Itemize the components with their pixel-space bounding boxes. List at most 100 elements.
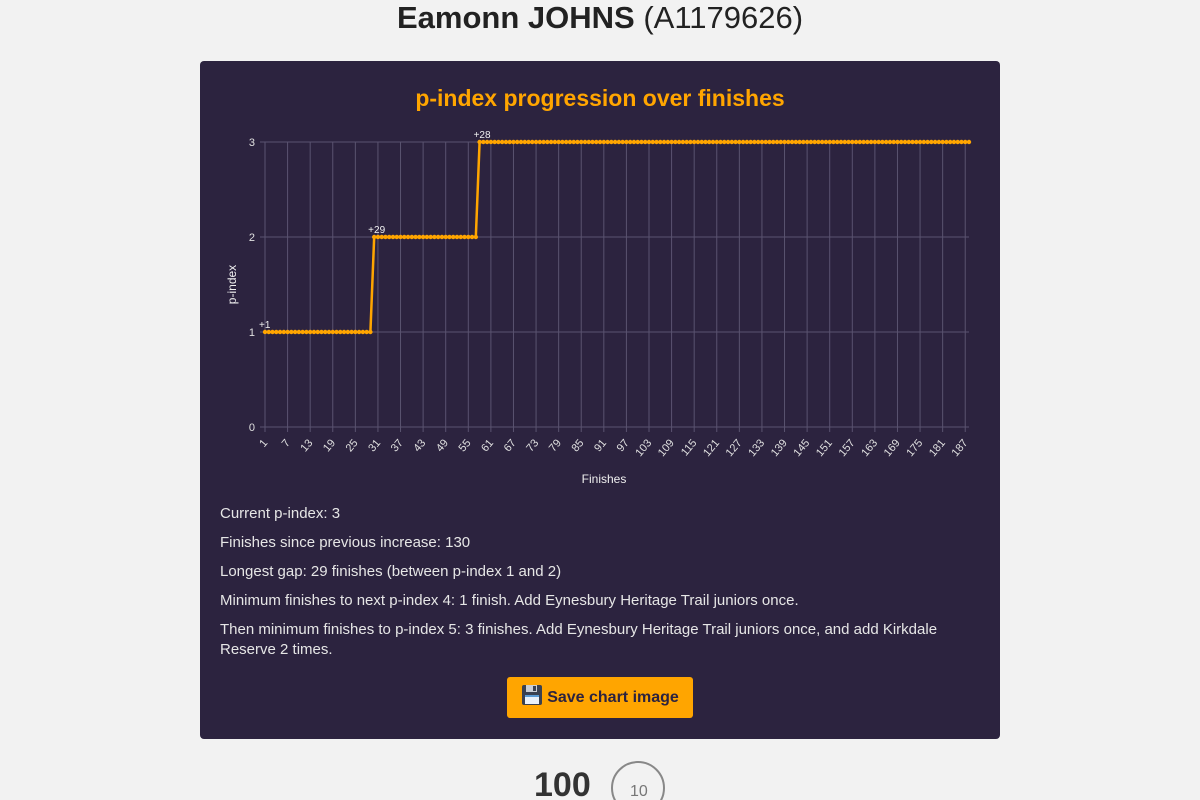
data-point bbox=[274, 329, 279, 335]
data-point bbox=[394, 234, 399, 240]
save-chart-label: Save chart image bbox=[547, 688, 679, 706]
data-point bbox=[744, 139, 750, 145]
x-tick-label: 169 bbox=[882, 437, 903, 459]
y-tick-label: 1 bbox=[249, 327, 255, 339]
data-point bbox=[838, 139, 844, 145]
data-point bbox=[887, 139, 893, 145]
data-point bbox=[819, 139, 825, 145]
data-point bbox=[590, 139, 595, 145]
data-point bbox=[390, 234, 396, 240]
data-point bbox=[586, 139, 591, 145]
data-point bbox=[424, 234, 430, 240]
data-point bbox=[842, 139, 847, 145]
data-point bbox=[300, 329, 305, 335]
x-tick-label: 37 bbox=[389, 437, 406, 454]
chart-card: p-index progression over finishes 1 7 13 19… bbox=[200, 61, 1000, 739]
x-tick-label: 145 bbox=[791, 437, 812, 459]
data-point bbox=[420, 234, 426, 240]
data-point bbox=[296, 329, 302, 335]
data-point bbox=[402, 234, 407, 240]
data-point bbox=[319, 329, 324, 335]
data-point bbox=[846, 139, 851, 145]
data-point bbox=[499, 139, 505, 145]
data-point bbox=[857, 139, 863, 145]
y-tick-label: 3 bbox=[249, 137, 255, 149]
y-tick-label: 2 bbox=[249, 232, 255, 244]
save-chart-button[interactable]: Save chart image bbox=[507, 677, 693, 718]
data-point bbox=[428, 234, 433, 240]
data-point bbox=[526, 139, 531, 145]
data-point bbox=[797, 139, 802, 145]
data-point bbox=[364, 329, 369, 335]
athlete-id: (A1179626) bbox=[643, 0, 804, 35]
svg-text:10: 10 bbox=[630, 783, 648, 800]
data-point bbox=[786, 139, 791, 145]
data-point bbox=[594, 139, 599, 145]
data-point bbox=[292, 329, 298, 335]
data-point bbox=[375, 234, 381, 240]
x-tick-label: 73 bbox=[524, 437, 541, 454]
x-tick-label: 151 bbox=[814, 437, 835, 459]
x-tick-label: 25 bbox=[344, 437, 361, 454]
data-point bbox=[778, 139, 783, 145]
data-point bbox=[827, 139, 832, 145]
data-point bbox=[579, 139, 584, 145]
x-tick-label: 91 bbox=[592, 437, 609, 454]
data-point bbox=[285, 329, 290, 335]
data-point bbox=[963, 139, 968, 145]
data-point bbox=[631, 139, 637, 145]
milestone-100-badge: 100 bbox=[534, 766, 591, 800]
data-point bbox=[582, 139, 588, 145]
data-point bbox=[665, 139, 671, 145]
milestone-10-badge: 10 bbox=[611, 761, 665, 800]
x-tick-label: 133 bbox=[746, 437, 767, 459]
data-point bbox=[774, 139, 780, 145]
data-point bbox=[548, 139, 554, 145]
data-point bbox=[703, 139, 708, 145]
data-point bbox=[966, 139, 972, 145]
y-axis-label: p-index bbox=[225, 265, 239, 304]
data-point bbox=[763, 139, 768, 145]
data-point bbox=[552, 139, 558, 145]
data-point bbox=[338, 329, 343, 335]
data-point bbox=[349, 329, 354, 335]
x-tick-label: 13 bbox=[298, 437, 315, 454]
data-point bbox=[481, 139, 486, 145]
data-point bbox=[929, 139, 934, 145]
x-tick-label: 79 bbox=[547, 437, 564, 454]
data-point bbox=[793, 139, 799, 145]
data-point bbox=[808, 139, 814, 145]
data-point bbox=[940, 139, 945, 145]
athlete-name: Eamonn JOHNS bbox=[396, 0, 635, 35]
data-point bbox=[620, 139, 625, 145]
data-point bbox=[853, 139, 859, 145]
x-tick-label: 49 bbox=[434, 437, 451, 454]
data-point bbox=[462, 234, 467, 240]
x-tick-label: 115 bbox=[679, 437, 699, 458]
data-point bbox=[816, 139, 821, 145]
data-point bbox=[522, 139, 527, 145]
data-point bbox=[356, 329, 362, 335]
data-point bbox=[432, 234, 437, 240]
data-point bbox=[627, 139, 633, 145]
data-point bbox=[680, 139, 686, 145]
data-point bbox=[691, 139, 697, 145]
data-point bbox=[466, 234, 471, 240]
data-point bbox=[955, 139, 960, 145]
data-point bbox=[458, 234, 463, 240]
y-tick-label: 0 bbox=[249, 422, 255, 434]
data-point bbox=[277, 329, 283, 335]
data-point bbox=[605, 139, 610, 145]
x-tick-label: 7 bbox=[280, 437, 293, 449]
data-point bbox=[334, 329, 339, 335]
data-point bbox=[454, 234, 460, 240]
data-point bbox=[341, 329, 347, 335]
data-point bbox=[563, 139, 569, 145]
data-point bbox=[326, 329, 332, 335]
data-point bbox=[469, 234, 475, 240]
data-point bbox=[447, 234, 452, 240]
x-tick-label: 55 bbox=[457, 437, 474, 454]
data-point bbox=[812, 139, 817, 145]
data-point bbox=[801, 139, 806, 145]
x-axis-label: Finishes bbox=[582, 472, 627, 486]
